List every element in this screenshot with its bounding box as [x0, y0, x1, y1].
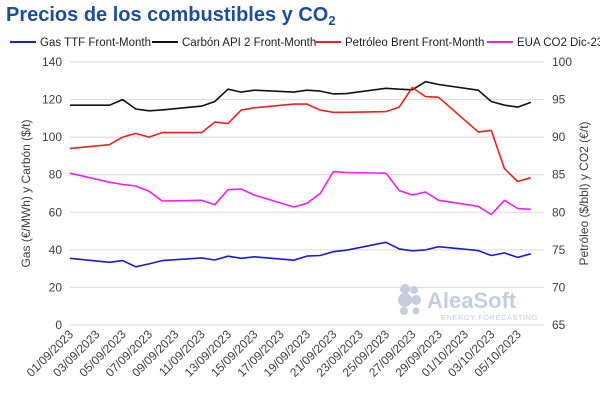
chart-title: Precios de los combustibles y CO2 — [6, 4, 336, 28]
watermark-logo-dot — [411, 295, 421, 305]
series-layer — [69, 80, 532, 268]
watermark-logo-dot — [410, 286, 418, 294]
y-left-tick-label: 0 — [55, 318, 62, 332]
legend: Gas TTF Front-Month Carbón API 2 Front-Mo… — [10, 37, 600, 49]
y-right-axis-label: Petróleo ($/bbl) y CO2 (€/t) — [577, 121, 591, 265]
watermark-logo-dot — [400, 284, 410, 294]
y-right-tick-label: 75 — [552, 243, 566, 257]
y-right-tick-label: 100 — [552, 55, 572, 69]
y-right-tick-label: 90 — [552, 130, 566, 144]
y-left-axis-label: Gas (€/MWh) y Carbón ($/t) — [19, 119, 33, 267]
watermark-logo-dot — [400, 307, 408, 315]
series-line-eua-co2-dic-23 — [69, 170, 531, 216]
watermark-brand: AleaSoft — [427, 288, 517, 313]
y-right-tick-label: 80 — [552, 205, 566, 219]
legend-label-carb-n-api-2-front-month: Carbón API 2 Front-Month — [182, 37, 316, 49]
watermark-logo-dot — [412, 307, 420, 315]
series-line-petr-leo-brent-front-month — [69, 86, 532, 183]
y-right-tick-label: 95 — [552, 93, 566, 107]
series-line-gas-ttf-front-month — [69, 241, 532, 268]
chart-title-text: Precios de los combustibles y CO — [6, 4, 329, 26]
y-left-tick-label: 40 — [49, 243, 63, 257]
y-right-tick-label: 70 — [552, 280, 566, 294]
watermark-tagline: ENERGY FORECASTING — [441, 313, 538, 322]
y-right-tick-label: 65 — [552, 318, 566, 332]
gridlines — [70, 61, 544, 326]
chart-title-subscript: 2 — [328, 13, 336, 28]
y-left-tick-label: 120 — [42, 93, 62, 107]
legend-label-petr-leo-brent-front-month: Petróleo Brent Front-Month — [345, 37, 484, 49]
y-left-tick-label: 80 — [49, 168, 63, 182]
y-left-tick-label: 100 — [42, 130, 62, 144]
y-left-tick-label: 140 — [42, 55, 62, 69]
y-left-tick-label: 60 — [49, 205, 63, 219]
watermark-logo-dot — [398, 293, 412, 307]
y-left-tick-label: 20 — [49, 280, 63, 294]
y-right-tick-label: 85 — [552, 168, 566, 182]
legend-label-eua-co2-dic-23: EUA CO2 Dic-23 — [517, 37, 600, 49]
legend-label-gas-ttf-front-month: Gas TTF Front-Month — [40, 37, 151, 49]
series-line-carb-n-api-2-front-month — [70, 80, 532, 112]
